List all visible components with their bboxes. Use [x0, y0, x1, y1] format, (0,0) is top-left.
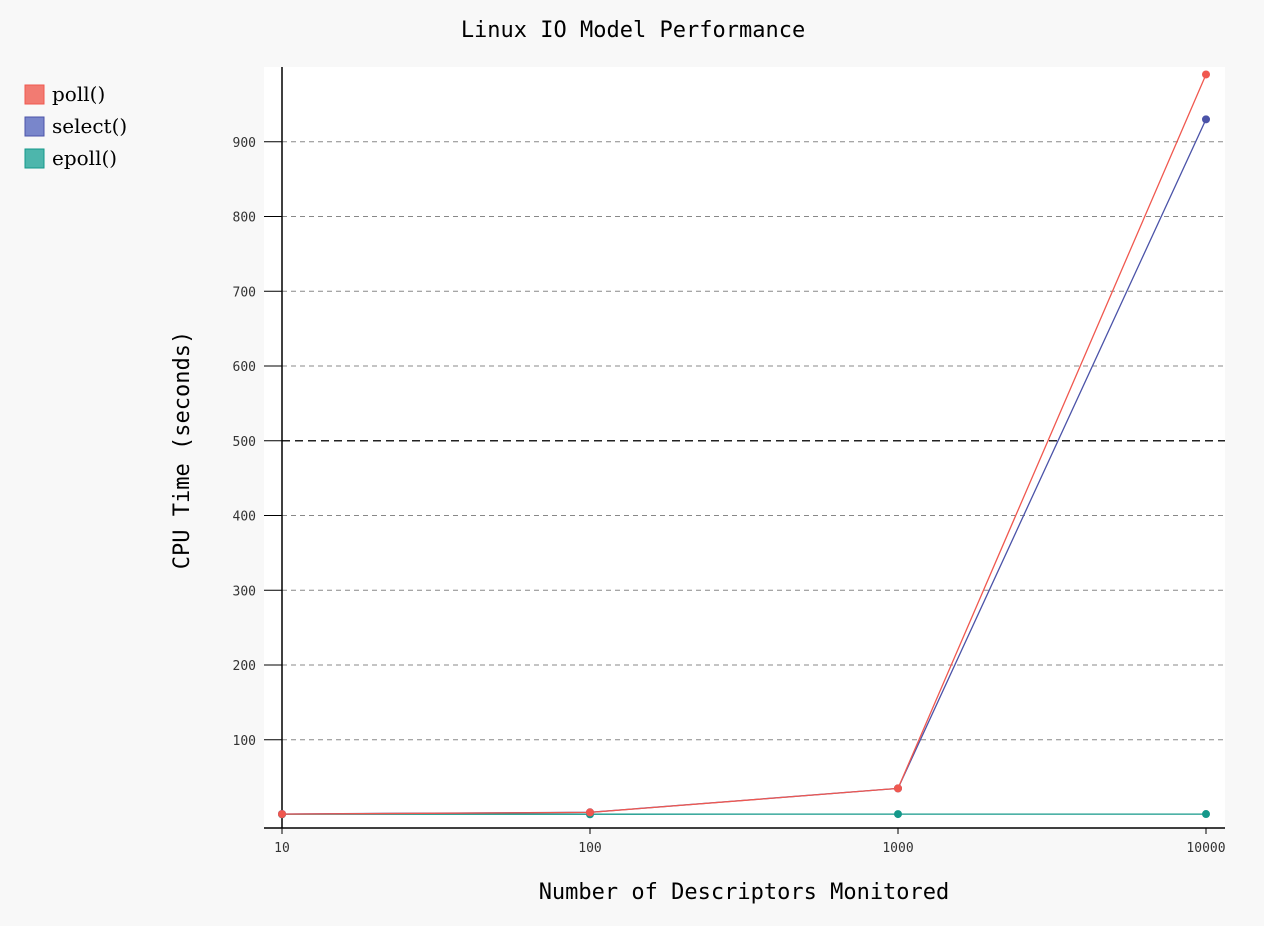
data-point-poll[interactable] — [278, 810, 286, 819]
data-point-poll[interactable] — [894, 784, 902, 793]
plot-area — [264, 67, 1225, 828]
x-axis-label: Number of Descriptors Monitored — [539, 880, 950, 905]
y-tick-label: 900 — [233, 136, 256, 151]
legend-label: poll() — [52, 82, 105, 106]
legend-item-select[interactable]: select() — [24, 114, 127, 138]
x-tick-labels: 10 100 1000 10000 — [274, 828, 1226, 856]
legend-swatch — [24, 84, 45, 105]
legend-item-epoll[interactable]: epoll() — [24, 146, 117, 170]
data-point-epoll[interactable] — [1202, 810, 1210, 819]
gridlines — [264, 141, 1225, 741]
chart-title: Linux IO Model Performance — [461, 18, 805, 43]
y-tick-label: 100 — [233, 734, 256, 749]
legend-label: epoll() — [52, 146, 117, 170]
x-tick-label: 10000 — [1186, 841, 1225, 856]
y-tick-label: 200 — [233, 659, 256, 674]
y-tick-label: 500 — [233, 435, 256, 450]
x-tick-label: 10 — [274, 841, 290, 856]
legend: poll() select() epoll() — [24, 82, 127, 170]
legend-swatch — [24, 116, 45, 137]
data-point-poll[interactable] — [586, 808, 594, 817]
y-tick-label: 600 — [233, 360, 256, 375]
series — [278, 70, 1210, 819]
legend-label: select() — [52, 114, 127, 138]
y-tick-label: 300 — [233, 584, 256, 599]
y-axis-label: CPU Time (seconds) — [170, 331, 195, 569]
data-point-epoll[interactable] — [894, 810, 902, 819]
y-tick-label: 700 — [233, 285, 256, 300]
axes — [264, 67, 1225, 829]
series-poll — [278, 70, 1210, 819]
x-tick-label: 100 — [578, 841, 601, 856]
series-line-poll — [281, 74, 1207, 815]
legend-item-poll[interactable]: poll() — [24, 82, 105, 106]
y-tick-labels: 100 200 300 400 500 600 700 800 900 — [233, 136, 256, 749]
x-tick-label: 1000 — [882, 841, 913, 856]
data-point-poll[interactable] — [1202, 70, 1210, 79]
y-tick-label: 400 — [233, 510, 256, 525]
y-tick-label: 800 — [233, 211, 256, 226]
legend-swatch — [24, 148, 45, 169]
data-point-select[interactable] — [1202, 115, 1210, 124]
